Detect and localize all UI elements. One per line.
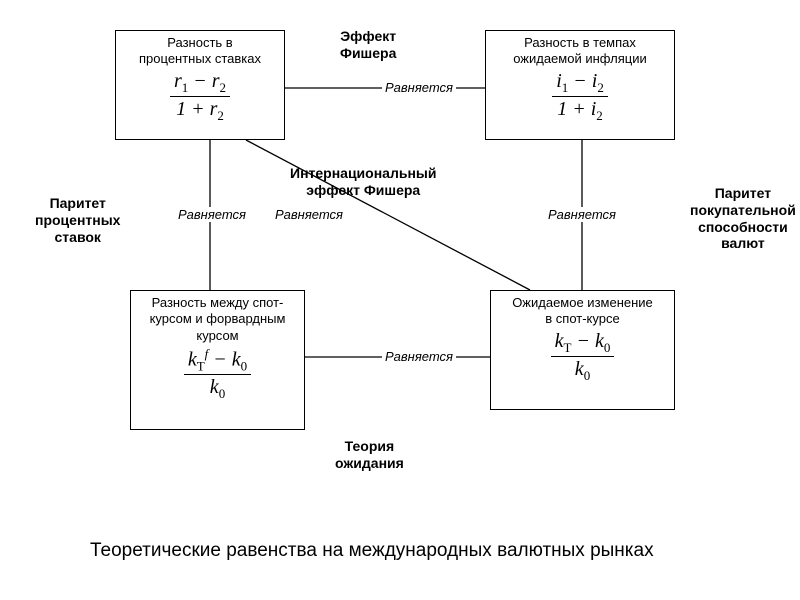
label-expectations-theory: Теорияожидания [335,438,404,472]
box-br-formula: kT − k0 k0 [551,331,615,382]
box-br-title: Ожидаемое изменениев спот-курсе [512,295,653,328]
box-bl-formula: kTf − k0 k0 [184,347,251,401]
box-interest-rate-diff: Разность впроцентных ставках r1 − r2 1 +… [115,30,285,140]
box-tl-title: Разность впроцентных ставках [139,35,261,68]
box-spot-change: Ожидаемое изменениев спот-курсе kT − k0 … [490,290,675,410]
edge-label-left: Равняется [175,207,249,222]
edge-label-diag: Равняется [272,207,346,222]
parity-diagram: Разность впроцентных ставках r1 − r2 1 +… [0,0,800,600]
box-spot-forward-diff: Разность между спот-курсом и форварднымк… [130,290,305,430]
box-tl-formula: r1 − r2 1 + r2 [170,71,230,122]
box-tr-formula: i1 − i2 1 + i2 [552,71,608,122]
edge-label-top: Равняется [382,80,456,95]
box-inflation-diff: Разность в темпахожидаемой инфляции i1 −… [485,30,675,140]
figure-caption: Теоретические равенства на международных… [90,540,654,562]
label-ppp: Паритетпокупательнойспособностивалют [690,185,796,252]
label-fisher-effect: ЭффектФишера [340,28,396,62]
box-tr-title: Разность в темпахожидаемой инфляции [513,35,647,68]
box-bl-title: Разность между спот-курсом и форварднымк… [150,295,286,344]
edge-label-bottom: Равняется [382,349,456,364]
label-intl-fisher: Интернациональныйэффект Фишера [290,165,436,199]
edge-label-right: Равняется [545,207,619,222]
label-interest-parity: Паритетпроцентныхставок [35,195,120,245]
